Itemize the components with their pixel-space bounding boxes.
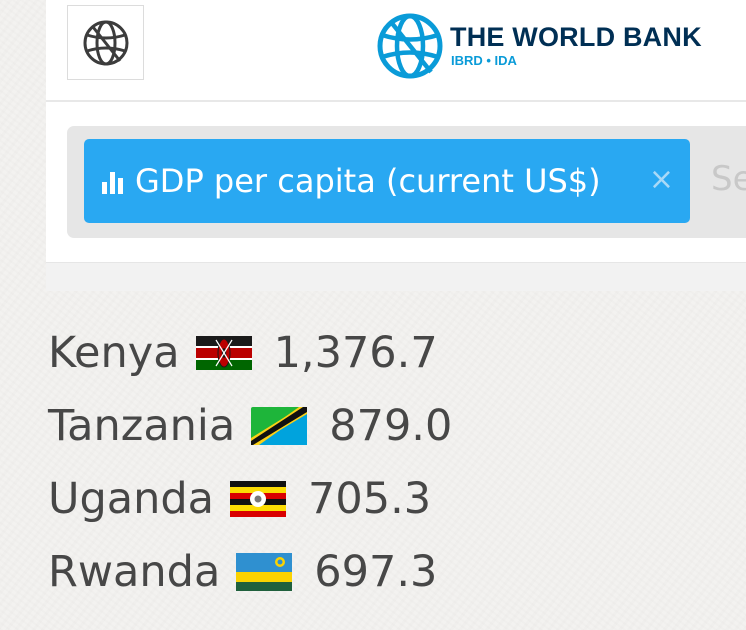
country-list: Kenya 1,376.7 Tanzania 879.0 Uganda bbox=[48, 316, 452, 608]
list-item: Uganda 705.3 bbox=[48, 462, 452, 535]
world-bank-logo bbox=[377, 13, 443, 79]
country-name: Rwanda bbox=[48, 546, 221, 597]
gdp-value: 705.3 bbox=[308, 473, 432, 524]
list-item: Kenya 1,376.7 bbox=[48, 316, 452, 389]
indicator-chip[interactable]: GDP per capita (current US$) × bbox=[84, 139, 690, 223]
gdp-value: 697.3 bbox=[314, 546, 438, 597]
country-name: Uganda bbox=[48, 473, 215, 524]
uganda-flag-icon bbox=[230, 480, 287, 517]
panel-footer bbox=[46, 262, 746, 291]
globe-icon bbox=[83, 20, 128, 65]
kenya-flag-icon bbox=[195, 335, 252, 370]
country-name: Kenya bbox=[48, 327, 180, 378]
brand-name: THE WORLD BANK bbox=[450, 22, 702, 52]
tanzania-flag-icon bbox=[251, 406, 308, 445]
list-item: Tanzania 879.0 bbox=[48, 389, 452, 462]
rwanda-flag-icon bbox=[236, 552, 293, 591]
gdp-value: 879.0 bbox=[329, 400, 453, 451]
globe-button[interactable] bbox=[67, 5, 144, 80]
gdp-value: 1,376.7 bbox=[273, 327, 438, 378]
indicator-chip-label: GDP per capita (current US$) bbox=[135, 162, 601, 200]
close-icon[interactable]: × bbox=[648, 162, 674, 197]
list-item: Rwanda 697.3 bbox=[48, 535, 452, 608]
search-input[interactable]: Se bbox=[711, 159, 746, 199]
bar-chart-icon bbox=[102, 170, 123, 194]
country-name: Tanzania bbox=[48, 400, 236, 451]
world-bank-brand[interactable]: THE WORLD BANK IBRD • IDA bbox=[376, 12, 736, 80]
header-divider bbox=[46, 100, 746, 102]
brand-subtitle: IBRD • IDA bbox=[451, 53, 517, 68]
